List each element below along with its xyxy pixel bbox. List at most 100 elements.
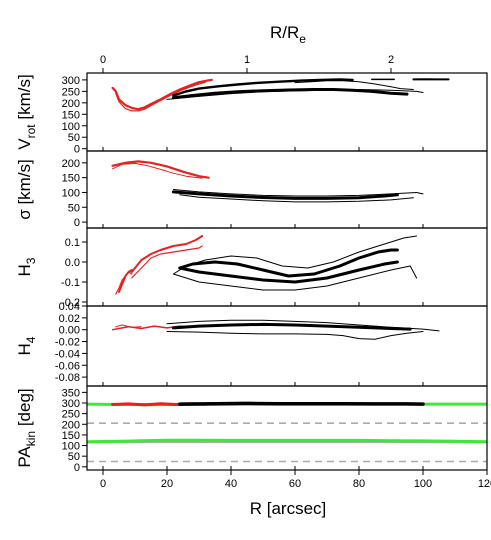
y-tick-label: 150 bbox=[62, 109, 80, 121]
series-line-sigma-4 bbox=[179, 194, 414, 203]
series-line-vrot-0 bbox=[111, 78, 213, 111]
top-axis-title: R/Re bbox=[270, 23, 306, 46]
y-axis-title-sub: 3 bbox=[24, 257, 38, 264]
series-line-h4-4 bbox=[166, 331, 424, 340]
panel-data-h4 bbox=[111, 319, 440, 340]
panel-data-vrot bbox=[111, 78, 450, 112]
x-tick-label: 0 bbox=[100, 478, 106, 490]
series-line-h3-4 bbox=[178, 248, 399, 278]
panel-frame bbox=[86, 385, 488, 471]
y-tick-label: 50 bbox=[68, 451, 80, 463]
y-tick-label: 50 bbox=[68, 132, 80, 144]
x-tick-label: 120 bbox=[478, 478, 491, 490]
y-tick-label: 0 bbox=[74, 144, 80, 156]
series-line-sigma-3 bbox=[172, 189, 424, 197]
top-tick-label: 2 bbox=[388, 54, 394, 66]
x-tick-label: 60 bbox=[289, 478, 301, 490]
y-tick-label: -0.06 bbox=[55, 360, 80, 372]
panel-frame bbox=[86, 227, 488, 307]
series-line-vrot-4 bbox=[166, 89, 424, 100]
series-line-vrot-2 bbox=[171, 88, 409, 100]
x-tick-label: 20 bbox=[161, 478, 173, 490]
panel-data-pakin bbox=[87, 401, 487, 463]
series-line-vrot-3 bbox=[172, 78, 354, 97]
y-tick-label: 100 bbox=[62, 121, 80, 133]
y-axis-title-h4: H4 bbox=[15, 336, 38, 355]
y-axis-title-vrot: Vrot [km/s] bbox=[15, 74, 38, 149]
y-tick-label: 200 bbox=[62, 419, 80, 431]
y-axis-title-main: V bbox=[15, 138, 34, 150]
y-axis-title-sub: kin bbox=[24, 431, 38, 446]
y-tick-label: 250 bbox=[62, 409, 80, 421]
x-tick-label: 40 bbox=[225, 478, 237, 490]
panel-h3: -0.1 0.0 0.1 -0.2 H3 bbox=[15, 227, 488, 309]
y-tick-label: -0.08 bbox=[55, 372, 80, 384]
y-tick-label: -0.1 bbox=[61, 277, 80, 289]
y-tick-label: 0 bbox=[74, 462, 80, 474]
series-line-h3-7 bbox=[172, 265, 418, 291]
y-tick-label: 0.0 bbox=[65, 257, 80, 269]
series-line-h3-0 bbox=[130, 235, 204, 273]
y-axis-title-tail: [km/s] bbox=[15, 74, 34, 124]
series-line-pakin-0 bbox=[87, 438, 487, 444]
y-axis-title-main: σ [km/s] bbox=[15, 159, 34, 220]
y-axis-title-sigma: σ [km/s] bbox=[15, 159, 34, 220]
series-line-h4-3 bbox=[166, 319, 440, 332]
series-line-sigma-1 bbox=[112, 162, 203, 179]
y-tick-label: 100 bbox=[62, 441, 80, 453]
top-tick-label: 0 bbox=[100, 54, 106, 66]
x-tick-label: 80 bbox=[353, 478, 365, 490]
y-axis-title-sub: rot bbox=[24, 124, 38, 139]
y-tick-label: 0 bbox=[74, 217, 80, 229]
y-tick-label: 0.1 bbox=[65, 237, 80, 249]
panel-frame bbox=[86, 72, 488, 152]
y-tick-label: -0.2 bbox=[61, 297, 80, 309]
y-axis-title-sub: 4 bbox=[24, 336, 38, 343]
series-line-vrot-1 bbox=[115, 81, 206, 112]
y-axis-title-pakin: PAkin [deg] bbox=[15, 388, 38, 467]
y-tick-label: 150 bbox=[62, 173, 80, 185]
panel-h4: -0.08-0.06-0.04-0.020.000.020.04 H4 bbox=[15, 301, 488, 387]
panel-data-h3 bbox=[115, 235, 418, 295]
y-axis-title-tail: [deg] bbox=[15, 388, 34, 431]
x-tick-label: 100 bbox=[414, 478, 432, 490]
y-tick-label: 150 bbox=[62, 430, 80, 442]
y-tick-label: 0.04 bbox=[59, 301, 80, 313]
series-line-vrot-5 bbox=[294, 80, 414, 90]
y-axis-title-h3: H3 bbox=[15, 257, 38, 276]
x-axis-title: R [arcsec] bbox=[250, 499, 327, 518]
y-axis-title-main: H bbox=[15, 343, 34, 355]
top-axis-title-main: R/R bbox=[270, 23, 299, 42]
y-tick-label: 350 bbox=[62, 387, 80, 399]
series-line-sigma-0 bbox=[111, 160, 210, 179]
series-line-h4-1 bbox=[115, 324, 142, 328]
top-axis-title-sub: e bbox=[299, 32, 306, 46]
y-tick-label: 300 bbox=[62, 75, 80, 87]
panel-frame bbox=[86, 305, 488, 387]
series-line-h4-2 bbox=[171, 322, 412, 331]
y-tick-label: 50 bbox=[68, 202, 80, 214]
y-tick-label: 200 bbox=[62, 98, 80, 110]
y-tick-label: 100 bbox=[62, 187, 80, 199]
series-line-h3-3 bbox=[115, 271, 133, 295]
series-line-sigma-2 bbox=[171, 190, 399, 200]
y-tick-label: 250 bbox=[62, 86, 80, 98]
y-tick-label: -0.02 bbox=[55, 337, 80, 349]
panel-sigma: 0 50 100 150 200 σ [km/s] bbox=[15, 150, 488, 229]
y-axis-title-main: H bbox=[15, 264, 34, 276]
y-tick-label: 200 bbox=[62, 158, 80, 170]
y-tick-label: 300 bbox=[62, 398, 80, 410]
series-line-pakin-3 bbox=[178, 401, 425, 406]
series-line-h3-1 bbox=[131, 245, 203, 279]
panel-data-sigma bbox=[111, 160, 424, 203]
series-line-h3-5 bbox=[178, 260, 399, 284]
y-axis-title-main: PA bbox=[15, 446, 34, 468]
top-tick-label: 1 bbox=[244, 54, 250, 66]
y-tick-label: -0.04 bbox=[55, 348, 80, 360]
y-tick-label: 0.00 bbox=[59, 325, 80, 337]
series-line-h3-6 bbox=[172, 235, 418, 275]
y-tick-label: 0.02 bbox=[59, 313, 80, 325]
